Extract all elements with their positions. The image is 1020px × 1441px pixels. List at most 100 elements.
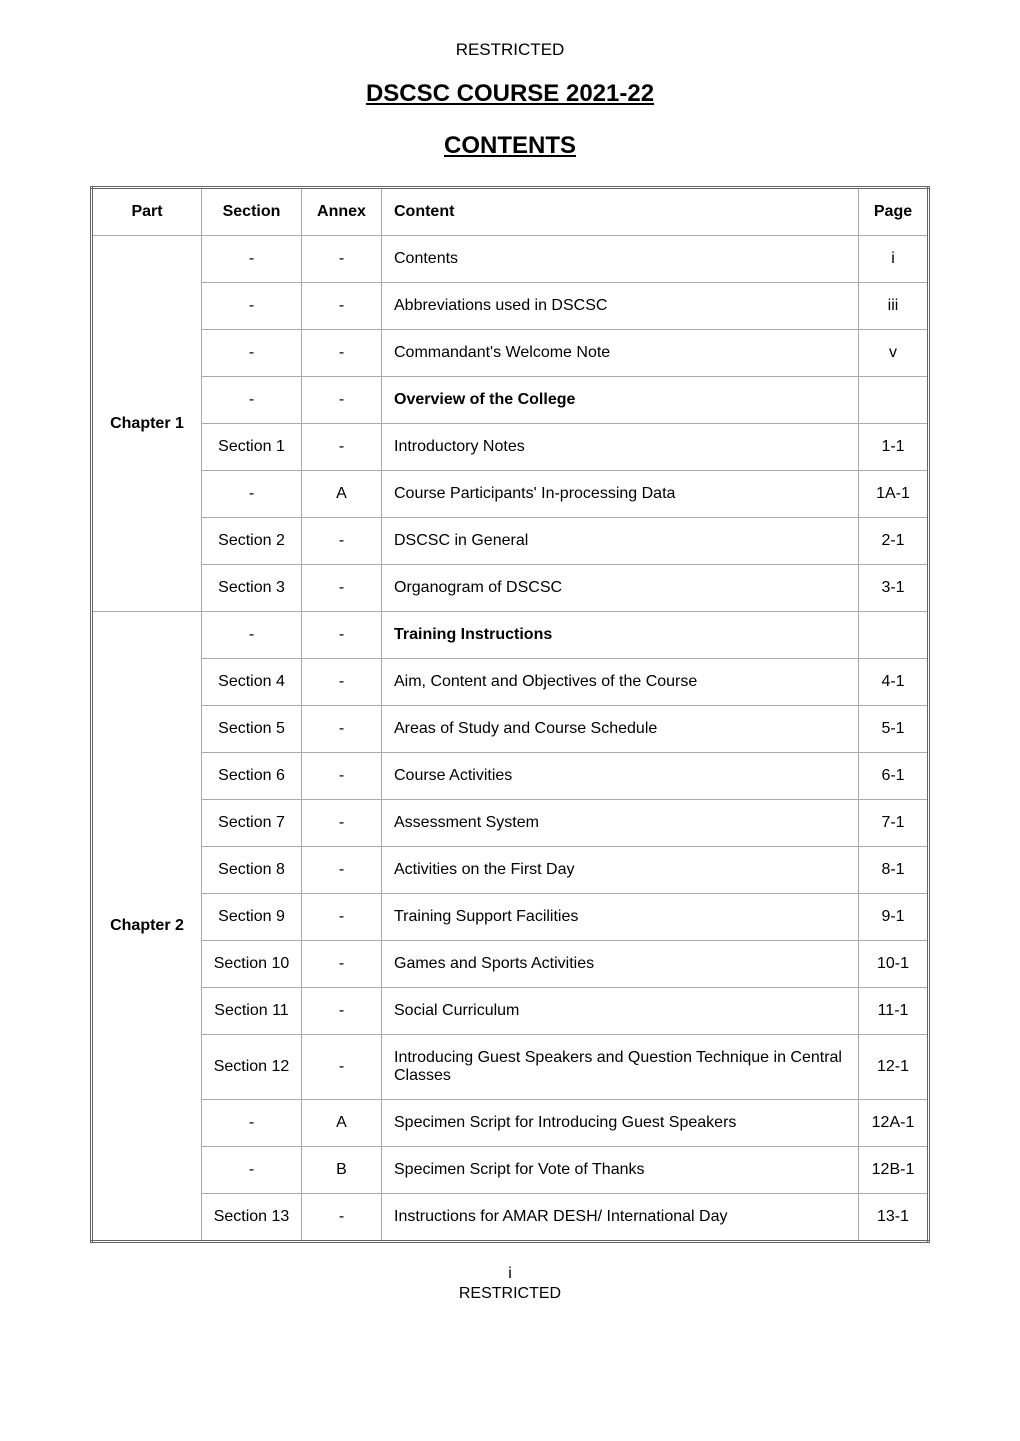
cell-section: Section 11 <box>202 988 302 1035</box>
cell-page <box>859 612 929 659</box>
table-row: Section 13-Instructions for AMAR DESH/ I… <box>92 1194 929 1242</box>
cell-section: Section 5 <box>202 706 302 753</box>
cell-section: Section 1 <box>202 424 302 471</box>
cell-page: 2-1 <box>859 518 929 565</box>
cell-page: 12B-1 <box>859 1147 929 1194</box>
table-row: Section 6-Course Activities6-1 <box>92 753 929 800</box>
cell-content: Course Activities <box>382 753 859 800</box>
cell-section: - <box>202 283 302 330</box>
cell-section: - <box>202 236 302 283</box>
cell-content: Instructions for AMAR DESH/ Internationa… <box>382 1194 859 1242</box>
cell-section: Section 9 <box>202 894 302 941</box>
table-row: Section 8-Activities on the First Day8-1 <box>92 847 929 894</box>
cell-page: iii <box>859 283 929 330</box>
cell-annex: - <box>302 1194 382 1242</box>
cell-annex: - <box>302 988 382 1035</box>
table-row: --Abbreviations used in DSCSCiii <box>92 283 929 330</box>
cell-content: DSCSC in General <box>382 518 859 565</box>
cell-content: Specimen Script for Introducing Guest Sp… <box>382 1100 859 1147</box>
table-row: Section 3-Organogram of DSCSC3-1 <box>92 565 929 612</box>
cell-section: Section 6 <box>202 753 302 800</box>
table-row: Section 12-Introducing Guest Speakers an… <box>92 1035 929 1100</box>
cell-annex: - <box>302 236 382 283</box>
cell-annex: B <box>302 1147 382 1194</box>
cell-page: 12A-1 <box>859 1100 929 1147</box>
table-row: --Overview of the College <box>92 377 929 424</box>
cell-annex: - <box>302 659 382 706</box>
table-row: Section 7-Assessment System7-1 <box>92 800 929 847</box>
cell-content: Introducing Guest Speakers and Question … <box>382 1035 859 1100</box>
cell-section: - <box>202 1147 302 1194</box>
document-title: DSCSC COURSE 2021-22 <box>90 80 930 108</box>
cell-content: Overview of the College <box>382 377 859 424</box>
cell-page: i <box>859 236 929 283</box>
col-header-content: Content <box>382 188 859 236</box>
cell-page: v <box>859 330 929 377</box>
table-row: Section 10-Games and Sports Activities10… <box>92 941 929 988</box>
cell-page: 13-1 <box>859 1194 929 1242</box>
cell-content: Abbreviations used in DSCSC <box>382 283 859 330</box>
cell-section: Section 12 <box>202 1035 302 1100</box>
cell-annex: - <box>302 283 382 330</box>
cell-annex: - <box>302 565 382 612</box>
cell-annex: - <box>302 800 382 847</box>
classification-footer: RESTRICTED <box>90 1285 930 1303</box>
cell-section: Section 3 <box>202 565 302 612</box>
table-row: Chapter 2--Training Instructions <box>92 612 929 659</box>
cell-annex: A <box>302 1100 382 1147</box>
page-footer: i RESTRICTED <box>90 1265 930 1303</box>
cell-annex: - <box>302 424 382 471</box>
col-header-section: Section <box>202 188 302 236</box>
table-header-row: Part Section Annex Content Page <box>92 188 929 236</box>
cell-content: Commandant's Welcome Note <box>382 330 859 377</box>
table-row: -ASpecimen Script for Introducing Guest … <box>92 1100 929 1147</box>
cell-annex: - <box>302 706 382 753</box>
cell-part: Chapter 2 <box>92 612 202 1242</box>
cell-section: Section 7 <box>202 800 302 847</box>
cell-content: Activities on the First Day <box>382 847 859 894</box>
cell-annex: - <box>302 753 382 800</box>
table-row: -ACourse Participants' In-processing Dat… <box>92 471 929 518</box>
cell-page <box>859 377 929 424</box>
cell-annex: - <box>302 1035 382 1100</box>
cell-section: - <box>202 1100 302 1147</box>
cell-page: 3-1 <box>859 565 929 612</box>
cell-content: Areas of Study and Course Schedule <box>382 706 859 753</box>
cell-content: Aim, Content and Objectives of the Cours… <box>382 659 859 706</box>
cell-content: Training Instructions <box>382 612 859 659</box>
cell-page: 12-1 <box>859 1035 929 1100</box>
cell-page: 1A-1 <box>859 471 929 518</box>
cell-page: 4-1 <box>859 659 929 706</box>
table-row: Section 1-Introductory Notes1-1 <box>92 424 929 471</box>
cell-annex: A <box>302 471 382 518</box>
col-header-page: Page <box>859 188 929 236</box>
cell-page: 8-1 <box>859 847 929 894</box>
cell-annex: - <box>302 330 382 377</box>
col-header-annex: Annex <box>302 188 382 236</box>
cell-section: - <box>202 471 302 518</box>
cell-annex: - <box>302 941 382 988</box>
table-row: Section 11-Social Curriculum11-1 <box>92 988 929 1035</box>
classification-header: RESTRICTED <box>90 40 930 60</box>
cell-section: Section 8 <box>202 847 302 894</box>
cell-section: - <box>202 377 302 424</box>
table-row: Section 2-DSCSC in General2-1 <box>92 518 929 565</box>
cell-page: 10-1 <box>859 941 929 988</box>
cell-content: Contents <box>382 236 859 283</box>
cell-page: 9-1 <box>859 894 929 941</box>
cell-annex: - <box>302 612 382 659</box>
footer-page-number: i <box>90 1265 930 1283</box>
table-row: Section 5-Areas of Study and Course Sche… <box>92 706 929 753</box>
table-row: -BSpecimen Script for Vote of Thanks12B-… <box>92 1147 929 1194</box>
cell-annex: - <box>302 518 382 565</box>
contents-table: Part Section Annex Content Page Chapter … <box>90 186 930 1243</box>
cell-section: Section 4 <box>202 659 302 706</box>
cell-section: - <box>202 612 302 659</box>
cell-content: Specimen Script for Vote of Thanks <box>382 1147 859 1194</box>
cell-content: Course Participants' In-processing Data <box>382 471 859 518</box>
cell-section: - <box>202 330 302 377</box>
cell-content: Organogram of DSCSC <box>382 565 859 612</box>
cell-page: 1-1 <box>859 424 929 471</box>
cell-content: Social Curriculum <box>382 988 859 1035</box>
cell-part: Chapter 1 <box>92 236 202 612</box>
